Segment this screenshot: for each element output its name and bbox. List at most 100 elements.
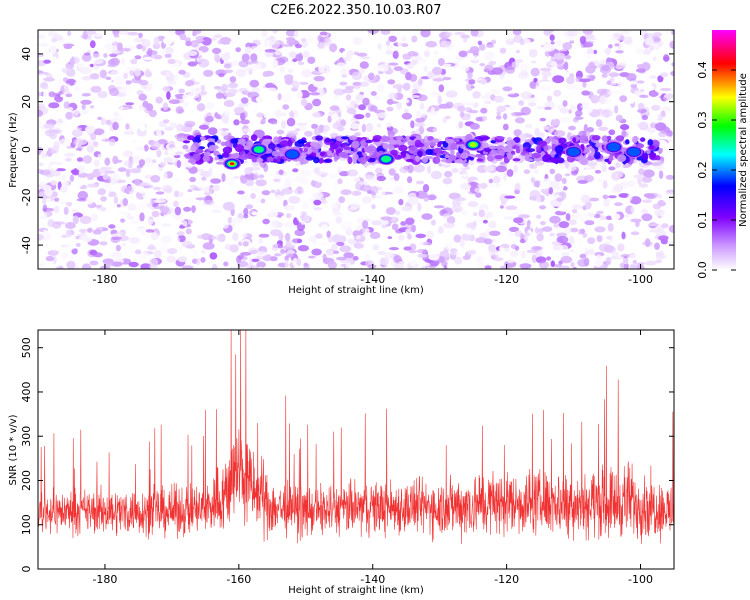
heatmap-cell (609, 119, 620, 127)
heatmap-cell (401, 112, 413, 120)
heatmap-cell (65, 93, 73, 98)
heatmap-cell (179, 33, 187, 41)
heatmap-cell (200, 84, 206, 92)
heatmap-cell (367, 157, 376, 163)
heatmap-cell (588, 248, 595, 256)
heatmap-feature (627, 147, 641, 157)
heatmap-cell (395, 229, 404, 234)
heatmap-cell (168, 99, 181, 105)
heatmap-cell (635, 68, 646, 73)
heatmap-cell (543, 144, 549, 152)
heatmap-cell (263, 111, 272, 119)
heatmap-cell (670, 71, 674, 76)
heatmap-cell (365, 139, 373, 144)
heatmap-cell (659, 212, 672, 219)
heatmap-cell (85, 125, 96, 134)
heatmap-cell (287, 68, 294, 74)
heatmap-cell (601, 73, 608, 78)
heatmap-cell (488, 60, 497, 66)
heatmap-cell (637, 108, 647, 114)
heatmap-cell (380, 216, 393, 221)
heatmap-cell (583, 186, 588, 195)
heatmap-cell (80, 99, 92, 105)
heatmap-cell (283, 180, 292, 190)
heatmap-cell (250, 134, 258, 142)
heatmap-cell (388, 144, 395, 152)
heatmap-cell (176, 160, 182, 169)
heatmap-cell (495, 165, 508, 173)
heatmap-cell (301, 69, 313, 78)
heatmap-cell (641, 213, 653, 222)
heatmap-cell (211, 263, 218, 269)
heatmap-cell (201, 176, 207, 181)
heatmap-cell (564, 36, 576, 40)
heatmap-cell (44, 85, 49, 90)
heatmap-cell (245, 204, 254, 210)
heatmap-cell (507, 44, 513, 50)
heatmap-cell (53, 206, 60, 214)
heatmap-cell (297, 238, 303, 244)
heatmap-cell (319, 151, 326, 156)
heatmap-cell (327, 261, 337, 269)
heatmap-cell (590, 94, 600, 104)
heatmap-cell (647, 139, 654, 146)
heatmap-cell (454, 31, 466, 36)
heatmap-cell (127, 31, 139, 36)
y-tick-label: 400 (20, 381, 33, 402)
heatmap-cell (564, 173, 571, 177)
heatmap-cell (572, 208, 578, 214)
heatmap-cell (536, 106, 546, 110)
heatmap-cell (520, 91, 532, 100)
heatmap-cell (369, 231, 381, 239)
heatmap-cell (303, 262, 309, 267)
heatmap-cell (569, 104, 576, 111)
heatmap-cell (529, 163, 534, 169)
heatmap-cell (126, 67, 137, 71)
heatmap-cell (350, 100, 356, 106)
heatmap-cell (479, 225, 491, 231)
heatmap-cell (485, 44, 495, 48)
heatmap-cell (366, 165, 376, 171)
heatmap-cell (326, 249, 335, 259)
heatmap-cell (270, 120, 278, 125)
spectrogram-y-label: Frequency (Hz) (8, 112, 19, 188)
heatmap-cell (92, 229, 102, 235)
heatmap-cell (260, 198, 266, 204)
x-tick-label: -160 (226, 273, 251, 286)
heatmap-cell (411, 224, 416, 233)
heatmap-cell (451, 168, 459, 173)
heatmap-cell (371, 204, 376, 210)
heatmap-cell (69, 174, 75, 182)
heatmap-cell (187, 61, 198, 67)
heatmap-cell (637, 177, 642, 185)
y-tick-label: 500 (20, 337, 33, 358)
heatmap-cell (72, 127, 82, 131)
heatmap-cell (270, 229, 282, 237)
heatmap-cell (385, 207, 396, 215)
heatmap-cell (417, 78, 423, 86)
heatmap-cell (416, 94, 428, 102)
heatmap-cell (590, 166, 596, 170)
heatmap-cell (175, 236, 181, 243)
heatmap-cell (51, 250, 60, 254)
heatmap-cell (105, 187, 110, 197)
heatmap-cell (299, 81, 309, 85)
heatmap-cell (142, 57, 154, 61)
heatmap-cell (480, 78, 487, 85)
heatmap-cell (572, 266, 577, 269)
heatmap-cell (163, 171, 168, 180)
heatmap-cell (294, 128, 301, 132)
heatmap-cell (405, 228, 411, 235)
heatmap-cell (541, 70, 552, 77)
heatmap-cell (495, 30, 505, 37)
heatmap-cell (599, 215, 607, 221)
heatmap-cell (112, 30, 120, 36)
heatmap-cell (484, 265, 492, 269)
heatmap-cell (125, 85, 134, 94)
heatmap-cell (235, 68, 247, 78)
heatmap-cell (398, 144, 408, 152)
snr-y-label: SNR (10 * v/v) (8, 414, 19, 485)
heatmap-cell (466, 207, 476, 212)
heatmap-cell (658, 250, 664, 258)
heatmap-cell (87, 227, 93, 233)
